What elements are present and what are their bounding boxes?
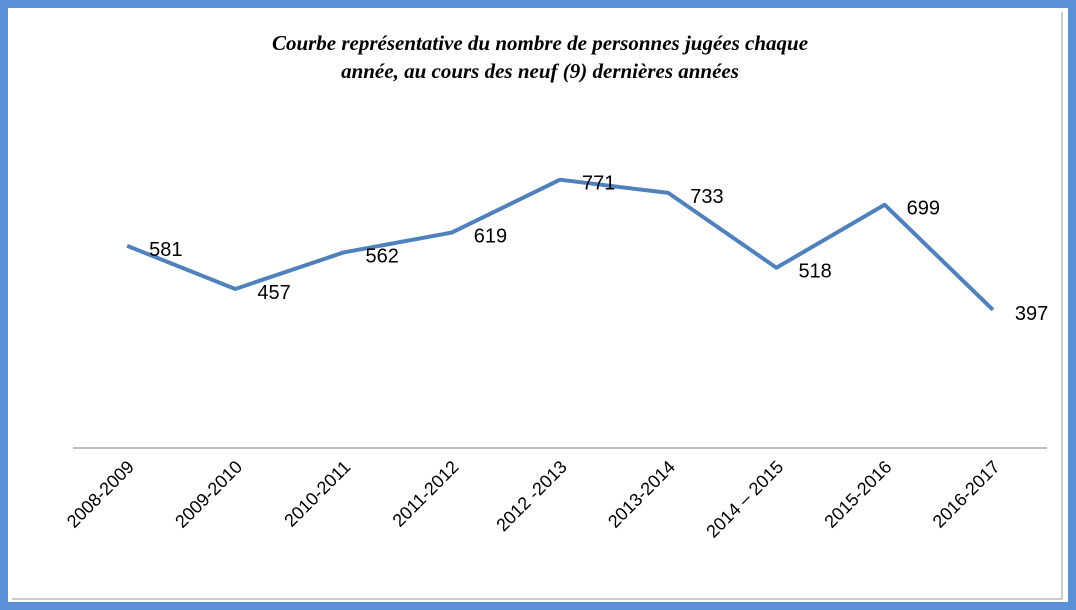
data-label: 562 <box>366 245 399 267</box>
data-label: 771 <box>582 173 615 195</box>
data-label: 581 <box>149 239 182 261</box>
data-label: 518 <box>798 261 831 283</box>
line <box>126 177 995 312</box>
data-label: 457 <box>257 282 290 304</box>
chart-title: Courbe représentative du nombre de perso… <box>272 31 808 55</box>
data-label: 397 <box>1015 303 1048 325</box>
chart-title: année, au cours des neuf (9) dernières a… <box>341 59 739 83</box>
data-label: 733 <box>690 186 723 208</box>
data-label: 619 <box>474 226 507 248</box>
data-label: 699 <box>907 198 940 220</box>
